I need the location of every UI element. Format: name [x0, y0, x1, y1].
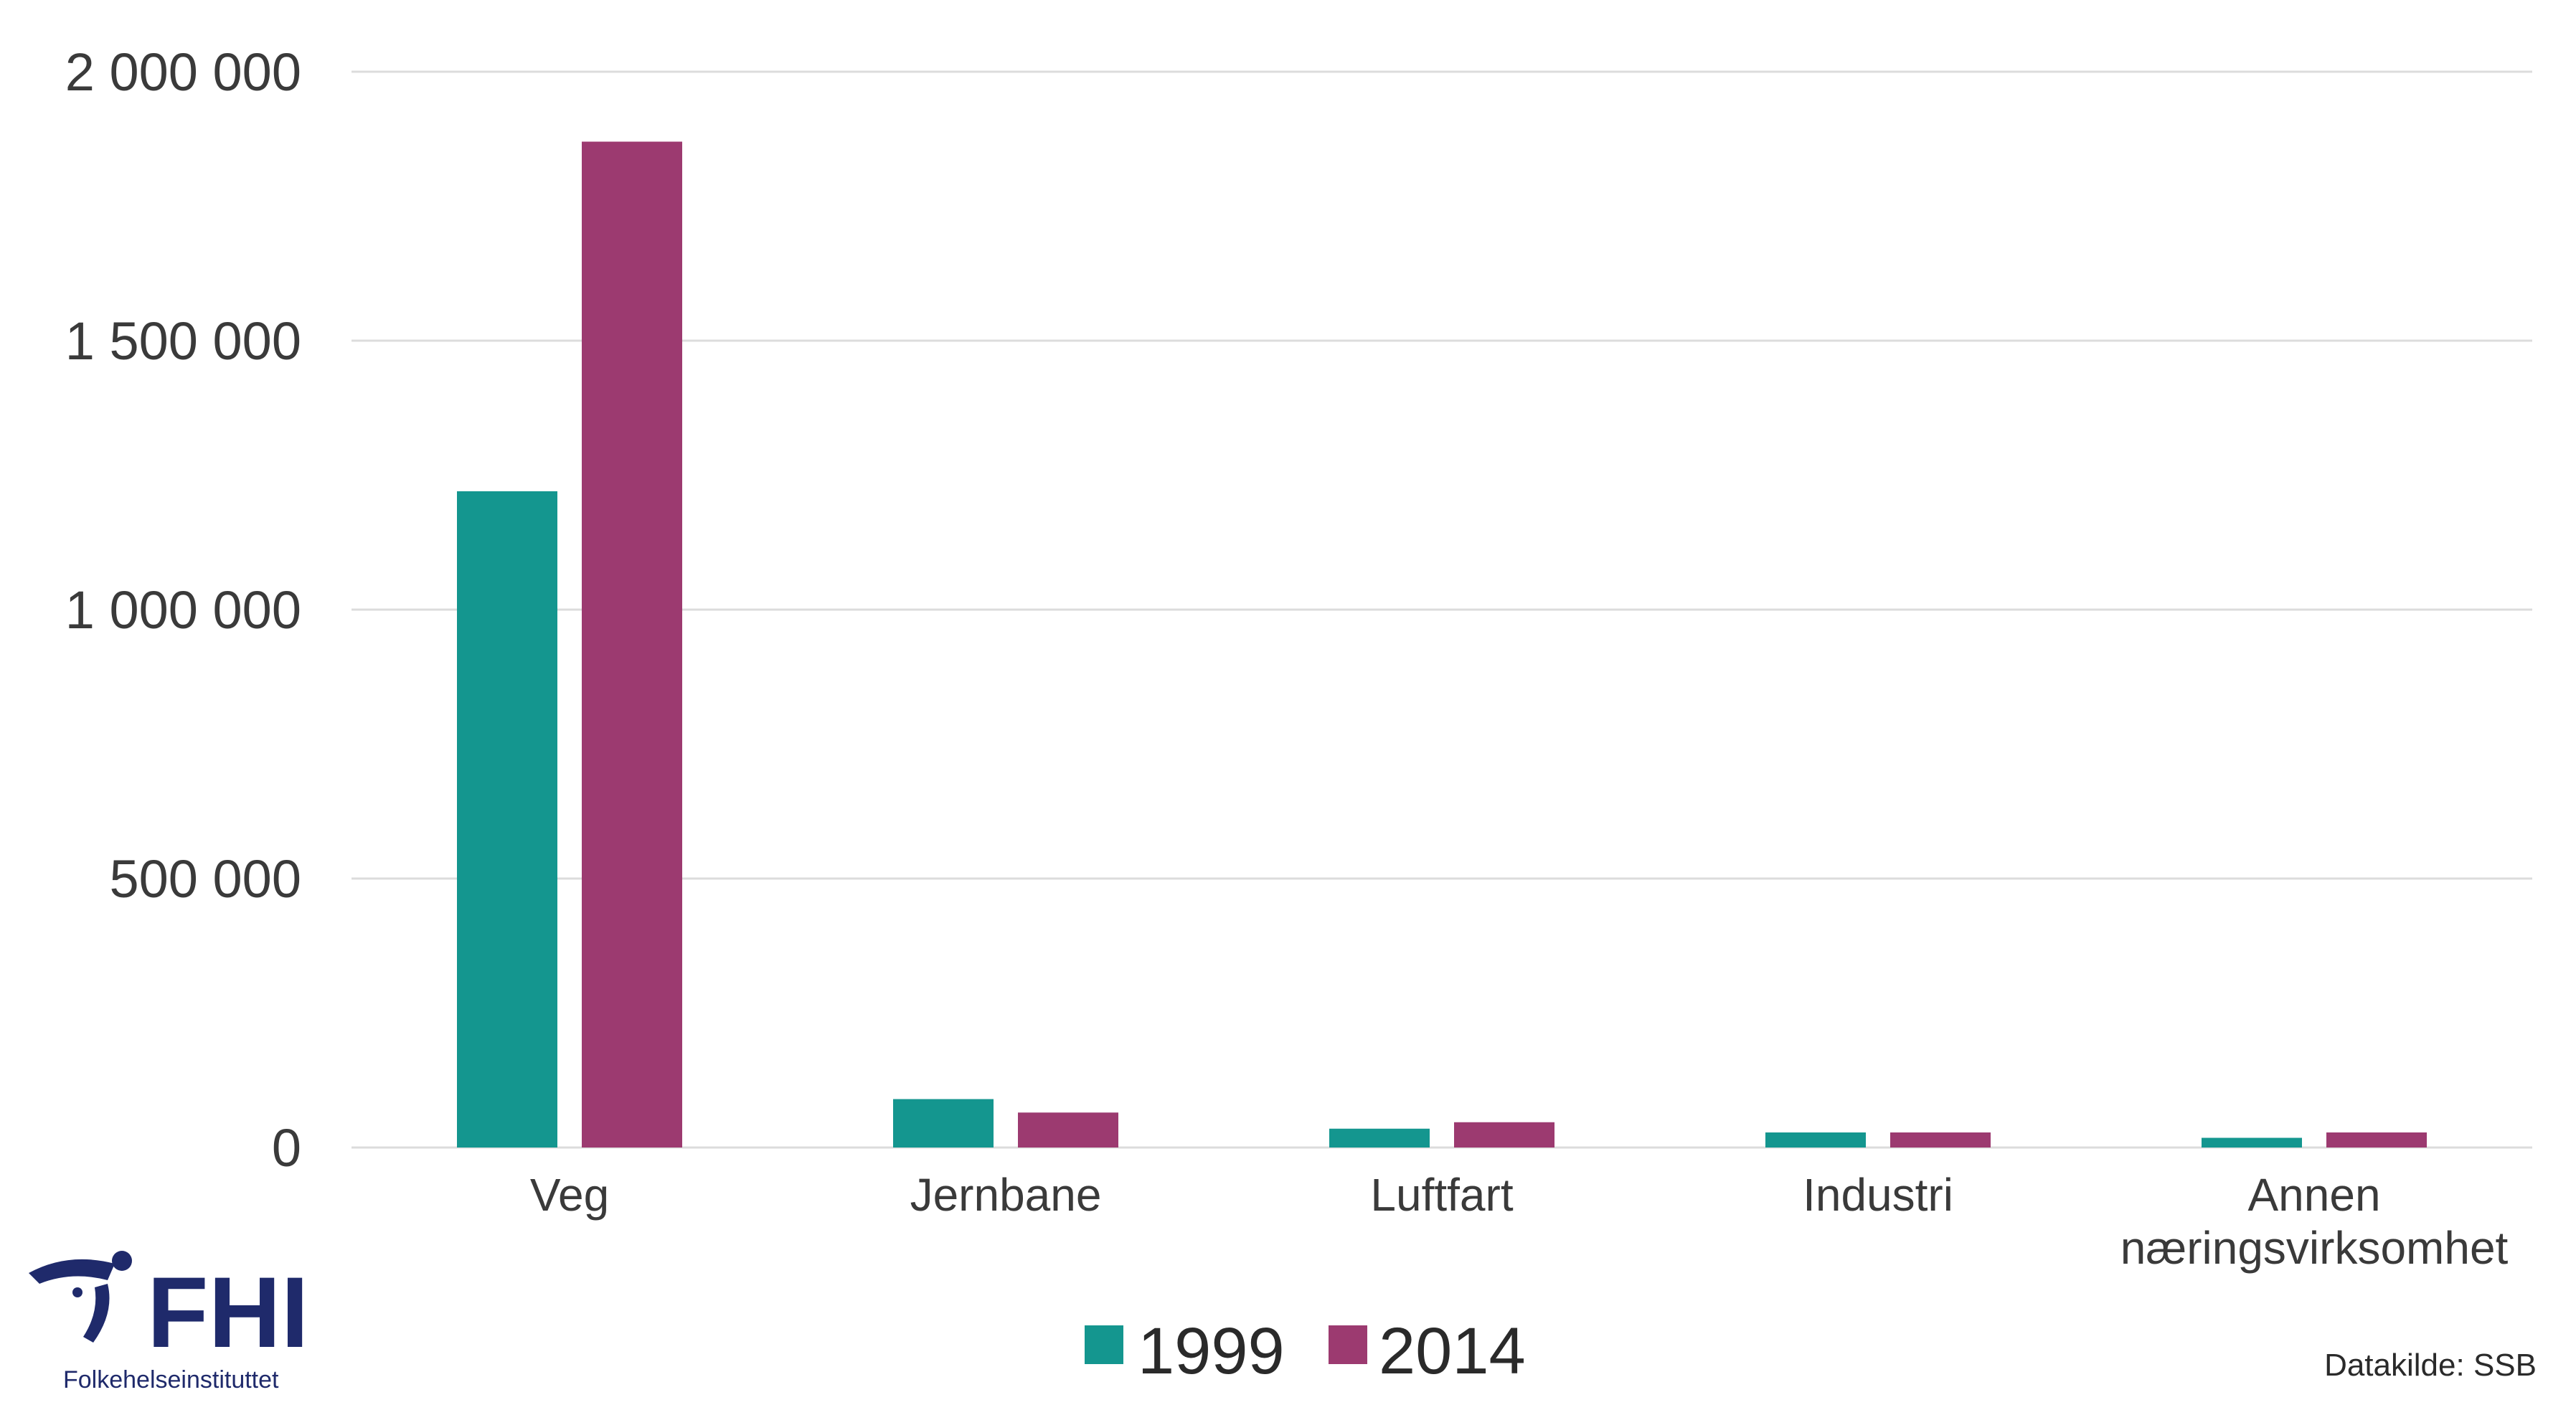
y-tick-label: 1 500 000 — [65, 311, 301, 371]
bars — [457, 141, 2427, 1148]
x-axis-category-labels: Veg Jernbane Luftfart Industri Annen næringsv… — [530, 1169, 2509, 1274]
fhi-logo: FHI Folkehelseinstituttet — [29, 1251, 309, 1394]
source-note: Datakilde: SSB — [2324, 1348, 2537, 1383]
gridlines — [352, 70, 2532, 1149]
bar-2014 — [1018, 1112, 1118, 1148]
y-tick-label: 2 000 000 — [65, 42, 301, 102]
y-tick-label: 0 — [272, 1118, 301, 1178]
bar-2014 — [582, 141, 682, 1148]
bar-2014 — [2326, 1132, 2427, 1148]
y-axis-tick-labels: 0 500 000 1 000 000 1 500 000 2 000 000 — [65, 42, 301, 1178]
y-tick-label: 1 000 000 — [65, 580, 301, 640]
bar-2014 — [1454, 1122, 1554, 1148]
bar-1999 — [1765, 1132, 1866, 1148]
y-tick-label: 500 000 — [110, 849, 302, 909]
legend-label-2014: 2014 — [1379, 1315, 1526, 1388]
legend-swatch-2014 — [1329, 1325, 1367, 1364]
legend-label-1999: 1999 — [1138, 1315, 1285, 1388]
fhi-logo-text: FHI — [147, 1256, 309, 1368]
legend: 1999 2014 — [1085, 1315, 1526, 1388]
bar-1999 — [1329, 1128, 1430, 1148]
bar-1999 — [457, 491, 557, 1148]
bar-1999 — [2202, 1137, 2302, 1148]
legend-swatch-1999 — [1085, 1325, 1123, 1364]
x-category-label: Annen næringsvirksomhet — [2120, 1169, 2509, 1274]
fhi-logo-subtitle: Folkehelseinstituttet — [63, 1366, 279, 1394]
x-category-label: Jernbane — [910, 1169, 1102, 1221]
x-category-label: Luftfart — [1370, 1169, 1513, 1221]
fhi-figure-icon — [29, 1251, 132, 1343]
x-category-label: Industri — [1803, 1169, 1953, 1221]
bar-1999 — [893, 1099, 994, 1148]
x-category-label: Veg — [530, 1169, 609, 1221]
bar-2014 — [1890, 1132, 1991, 1148]
